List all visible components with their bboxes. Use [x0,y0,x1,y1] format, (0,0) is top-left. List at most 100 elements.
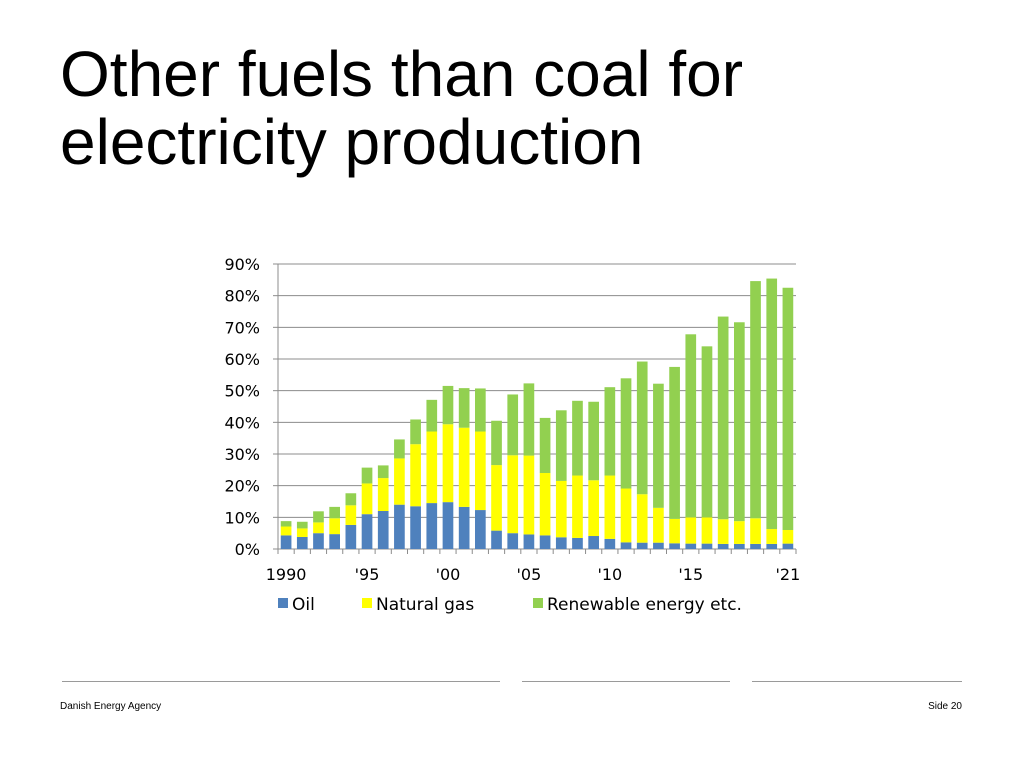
bar-natural-gas [442,424,454,503]
bar-oil [394,504,405,549]
bar-renewable-energy-etc [717,316,729,520]
bar-renewable-energy-etc [329,506,340,519]
bar-oil [539,535,551,549]
bar-renewable-energy-etc [669,366,680,519]
bar-renewable-energy-etc [345,493,357,506]
bar-oil [377,511,389,549]
bar-oil [604,538,616,549]
legend-swatch [278,598,288,608]
y-tick-label: 80% [224,287,260,306]
footer-page-number: Side 20 [928,701,962,712]
bar-renewable-energy-etc [458,388,470,428]
bar-renewable-energy-etc [475,388,486,432]
footer-divider-right [752,681,962,682]
bar-natural-gas [361,483,373,515]
legend-label: Oil [292,595,315,615]
bar-natural-gas [280,526,292,536]
y-tick-label: 20% [224,477,260,496]
bar-natural-gas [685,517,697,544]
stacked-bar-chart: 0% 10% 20% 30% 40% 50% 60% 70% 80% 90% 1990 '95 '00 '… [224,255,801,615]
x-tick-label: '05 [517,565,542,584]
legend-swatch [533,598,543,608]
slide-title: Other fuels than coal for electricity pr… [60,40,960,176]
y-tick-label: 10% [224,508,260,527]
bar-oil [523,534,535,549]
bar-natural-gas [572,475,583,538]
bar-oil [701,543,713,549]
bar-renewable-energy-etc [653,383,664,508]
x-tick-label: '00 [436,565,461,584]
bar-renewable-energy-etc [377,465,389,479]
bar-natural-gas [717,519,729,544]
footer-organization: Danish Energy Agency [60,701,162,712]
y-tick-label: 90% [224,255,260,274]
footer-divider-middle [522,681,730,682]
footer-divider-left [62,681,500,682]
bar-renewable-energy-etc [280,521,292,527]
bar-oil [782,543,794,549]
bar-oil [296,536,308,549]
bar-natural-gas [539,473,551,536]
x-tick-label: 1990 [266,565,307,584]
bar-natural-gas [669,518,680,544]
bar-natural-gas [701,517,713,544]
bar-oil [329,534,340,549]
slide-title-line-1: Other fuels than coal for [60,38,744,110]
bar-oil [620,542,632,549]
bar-natural-gas [507,455,519,534]
bar-natural-gas [782,530,794,544]
bar-renewable-energy-etc [782,287,794,530]
bar-oil [588,536,599,549]
bar-natural-gas [555,480,567,538]
bar-natural-gas [377,478,389,511]
y-tick-label: 30% [224,445,260,464]
bar-oil [685,543,697,549]
bar-oil [280,535,292,549]
bar-natural-gas [458,427,470,507]
x-tick-label: '95 [355,565,380,584]
bar-oil [345,524,357,549]
bar-oil [475,510,486,549]
bar-renewable-energy-etc [750,281,761,519]
bar-natural-gas [620,488,632,543]
bar-renewable-energy-etc [766,278,778,530]
bar-renewable-energy-etc [636,361,648,495]
bar-oil [766,543,778,549]
bar-renewable-energy-etc [442,385,454,425]
bar-renewable-energy-etc [426,399,438,432]
bar-oil [572,537,583,549]
bar-natural-gas [523,455,535,535]
y-tick-label: 70% [224,318,260,337]
bar-natural-gas [491,465,502,531]
bar-renewable-energy-etc [361,467,373,484]
bar-natural-gas [426,431,438,504]
bar-oil [507,533,519,549]
legend-label: Natural gas [376,595,474,615]
bar-renewable-energy-etc [523,383,535,456]
y-tick-label: 60% [224,350,260,369]
x-tick-label: '21 [776,565,801,584]
y-tick-label: 40% [224,413,260,432]
bar-renewable-energy-etc [572,400,583,476]
x-tick-label: '15 [678,565,703,584]
bar-renewable-energy-etc [604,387,616,476]
bar-natural-gas [766,529,778,544]
y-tick-label: 0% [235,540,260,559]
bar-renewable-energy-etc [296,521,308,529]
bar-natural-gas [604,475,616,539]
bar-natural-gas [345,505,357,525]
bar-renewable-energy-etc [491,420,502,466]
bar-natural-gas [329,518,340,535]
bar-renewable-energy-etc [701,346,713,518]
bar-oil [361,514,373,549]
bar-oil [669,543,680,549]
bar-natural-gas [475,431,486,511]
bar-oil [750,543,761,549]
bar-renewable-energy-etc [507,394,519,456]
bar-oil [458,506,470,549]
bar-renewable-energy-etc [410,419,421,445]
bar-oil [555,537,567,549]
bar-natural-gas [296,528,308,537]
bar-natural-gas [636,494,648,543]
bar-oil [717,543,729,549]
